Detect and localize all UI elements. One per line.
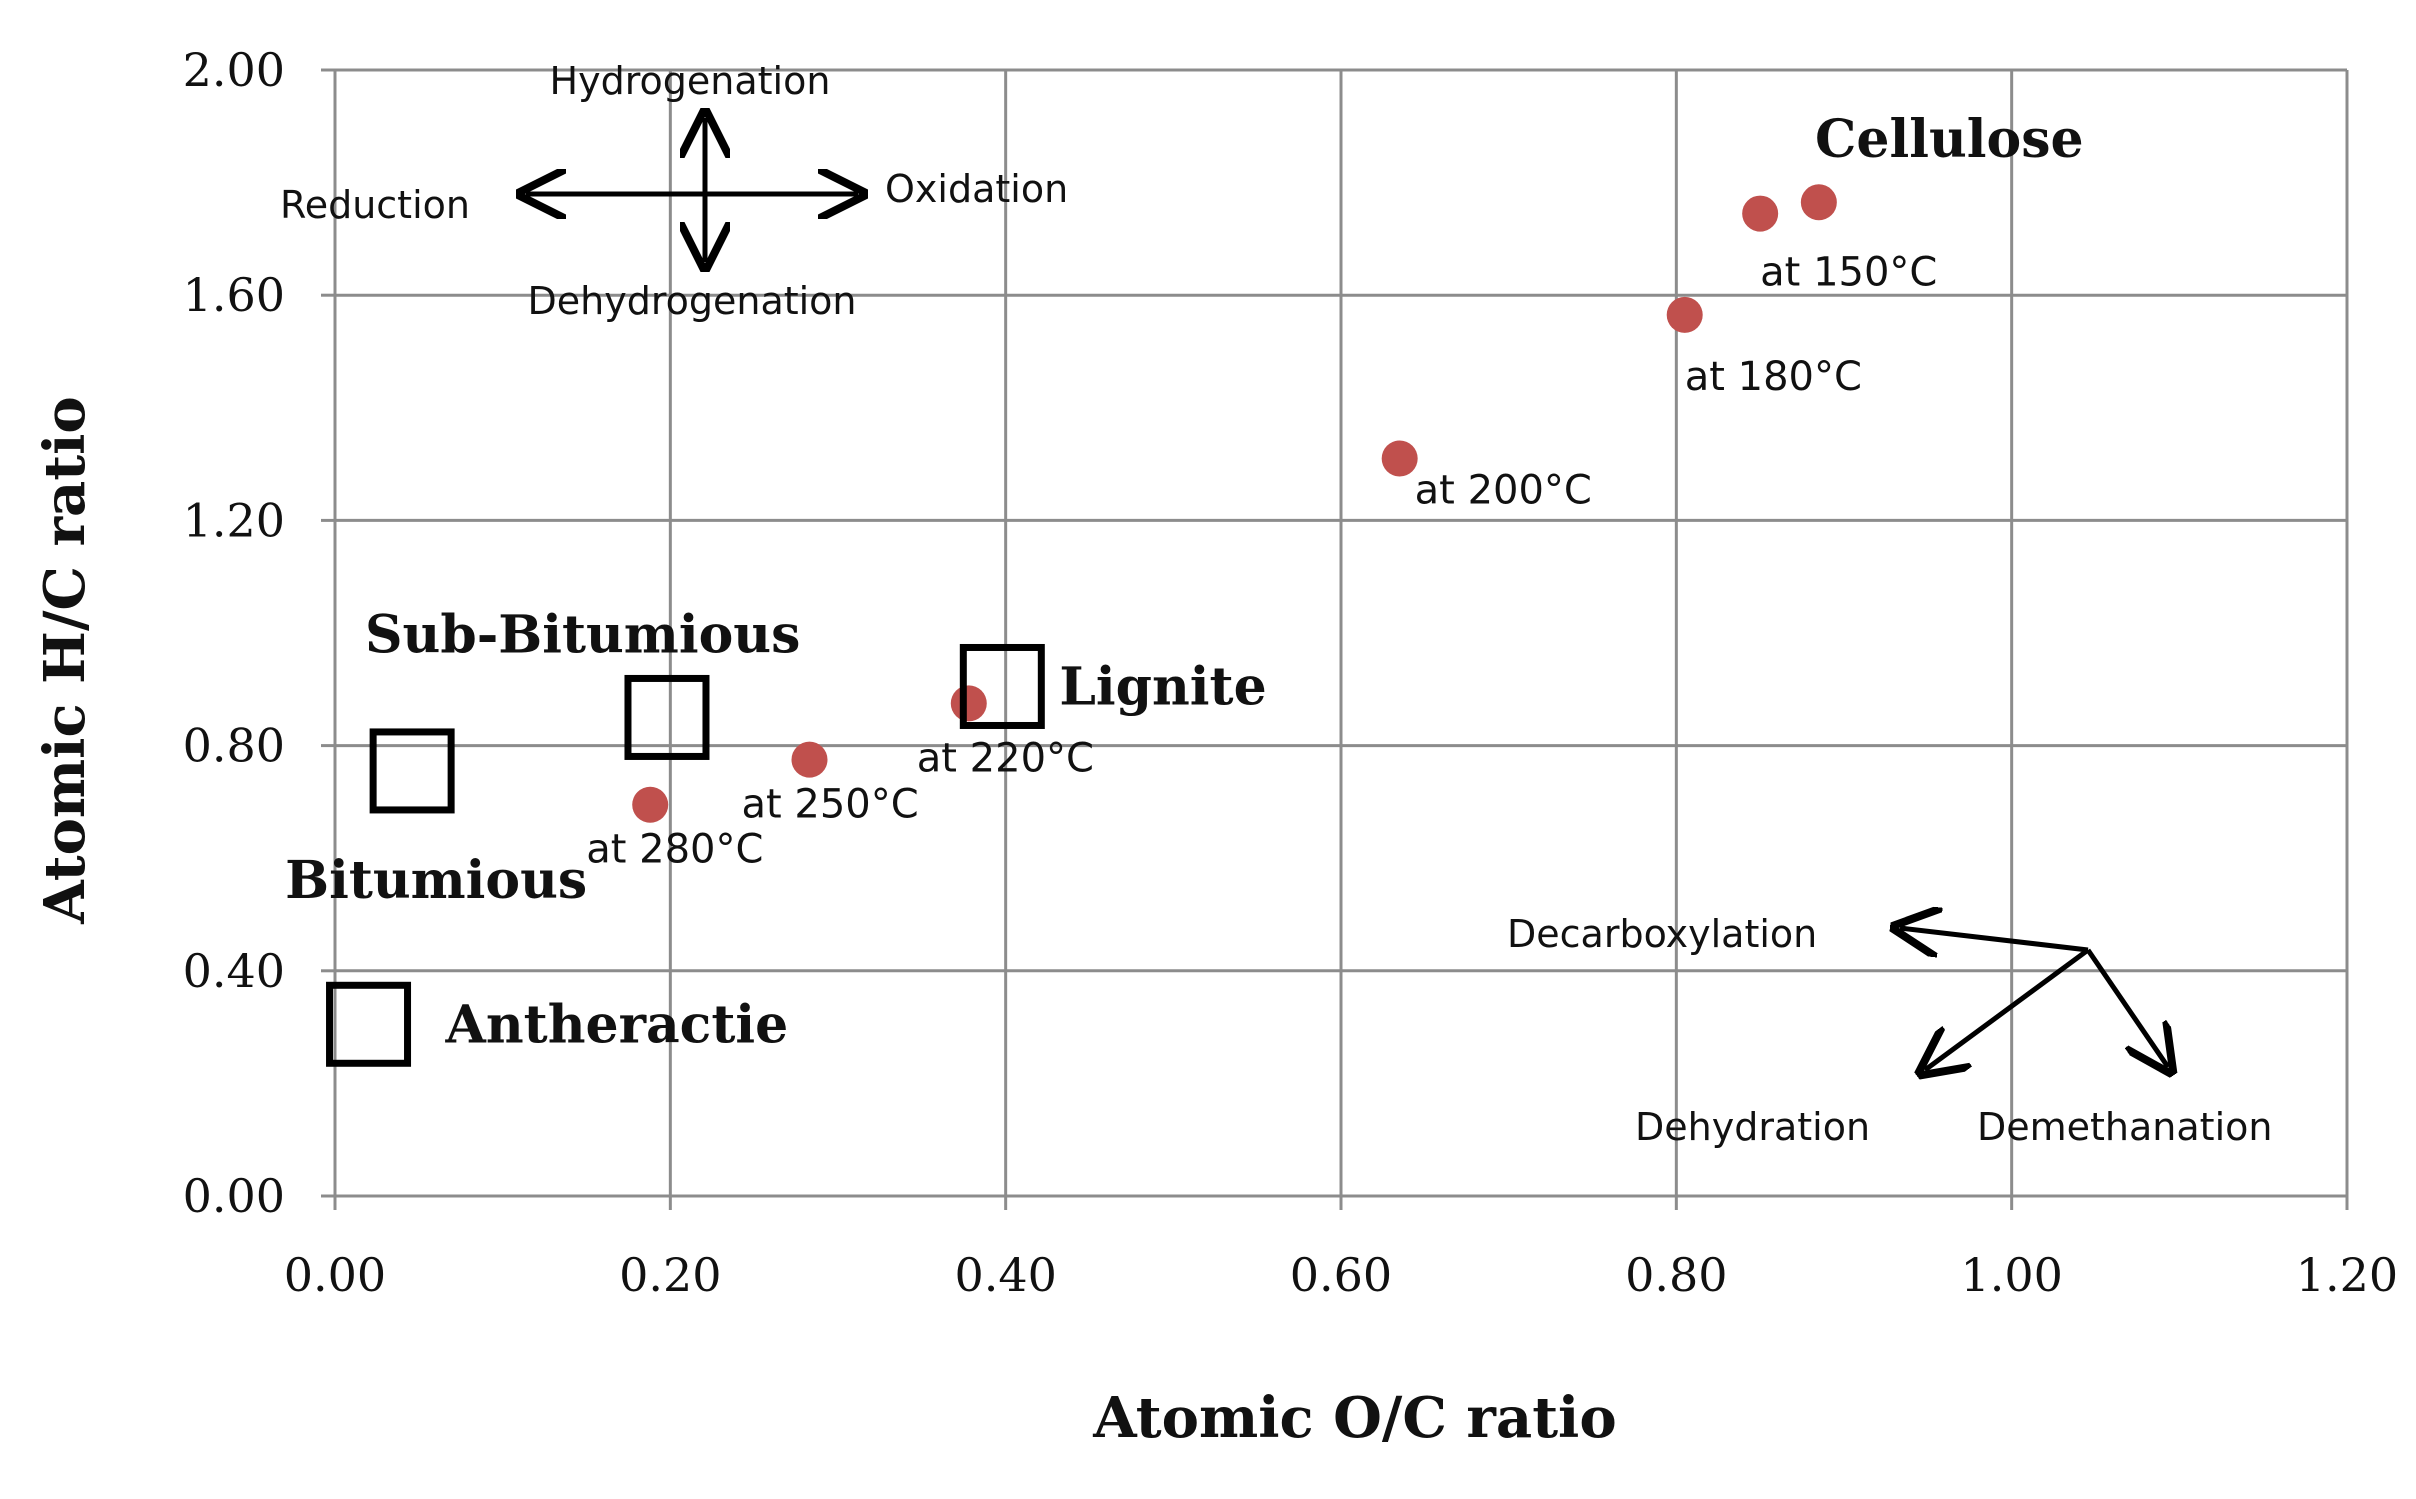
coal-rank-marker bbox=[326, 981, 412, 1067]
cellulose-point bbox=[1742, 195, 1779, 232]
x-tick-label: 1.20 bbox=[2296, 1248, 2398, 1302]
y-tick-label: 1.60 bbox=[183, 268, 285, 322]
temperature-label: at 150°C bbox=[1760, 250, 1937, 296]
cellulose-point bbox=[1381, 440, 1418, 477]
y-tick-label: 0.80 bbox=[183, 719, 285, 773]
y-tick-label: 2.00 bbox=[183, 43, 285, 97]
arrow-demethanation bbox=[2085, 948, 2168, 1067]
direction-cross: Hydrogenation Dehydrogenation Reduction … bbox=[280, 59, 1068, 323]
x-tick-label: 0.20 bbox=[619, 1248, 721, 1302]
coal-rank-label: Antheractie bbox=[445, 994, 789, 1055]
data-points bbox=[326, 184, 1837, 1067]
dehydrogenation-label: Dehydrogenation bbox=[527, 279, 856, 323]
arrow-decarboxylation bbox=[1900, 928, 2089, 950]
decarboxylation-label: Decarboxylation bbox=[1507, 912, 1817, 956]
point-labels: at 150°C at 180°C at 200°C at 220°Cat 250°C… bbox=[285, 250, 1937, 1056]
temperature-label: at 250°C bbox=[741, 782, 918, 828]
y-tick-label: 0.00 bbox=[183, 1169, 285, 1223]
cellulose-point bbox=[950, 685, 987, 722]
x-axis-ticks: 0.00 0.20 0.40 0.60 0.80 1.00 1.20 bbox=[284, 1196, 2398, 1302]
hydrogenation-label: Hydrogenation bbox=[550, 59, 831, 103]
cellulose-label: Cellulose bbox=[1815, 109, 2084, 170]
cellulose-point bbox=[1800, 184, 1837, 221]
oxidation-label: Oxidation bbox=[885, 167, 1068, 211]
cellulose-point bbox=[632, 786, 669, 823]
coal-rank-label: Bitumious bbox=[285, 850, 587, 911]
coal-rank-marker bbox=[624, 674, 710, 760]
y-axis-title: Atomic H/C ratio bbox=[32, 396, 98, 925]
y-tick-label: 0.40 bbox=[183, 944, 285, 998]
arrow-dehydration bbox=[1925, 947, 2090, 1070]
x-tick-label: 0.60 bbox=[1290, 1248, 1392, 1302]
cellulose-point bbox=[1666, 296, 1703, 333]
demethanation-label: Demethanation bbox=[1977, 1105, 2272, 1149]
cellulose-point bbox=[791, 741, 828, 778]
x-axis-title: Atomic O/C ratio bbox=[1092, 1385, 1616, 1451]
coal-rank-marker bbox=[959, 643, 1045, 729]
x-tick-label: 0.00 bbox=[284, 1248, 386, 1302]
grid-lines bbox=[335, 68, 2349, 1196]
x-tick-label: 0.80 bbox=[1625, 1248, 1727, 1302]
coal-rank-label: Sub-Bitumious bbox=[365, 604, 800, 665]
reduction-label: Reduction bbox=[280, 183, 470, 227]
y-axis-ticks: 0.00 0.40 0.80 1.20 1.60 2.00 bbox=[183, 43, 335, 1223]
x-tick-label: 1.00 bbox=[1960, 1248, 2062, 1302]
dehydration-label: Dehydration bbox=[1635, 1105, 1870, 1149]
coal-rank-marker bbox=[369, 728, 455, 814]
reaction-arrows: Decarboxylation Dehydration Demethanatio… bbox=[1507, 912, 2272, 1149]
temperature-label: at 280°C bbox=[586, 827, 763, 873]
temperature-label: at 200°C bbox=[1415, 467, 1592, 513]
x-tick-label: 0.40 bbox=[954, 1248, 1056, 1302]
temperature-label: at 220°C bbox=[917, 735, 1094, 781]
coal-rank-label: Lignite bbox=[1059, 656, 1266, 717]
temperature-label: at 180°C bbox=[1685, 354, 1862, 400]
y-tick-label: 1.20 bbox=[183, 493, 285, 547]
